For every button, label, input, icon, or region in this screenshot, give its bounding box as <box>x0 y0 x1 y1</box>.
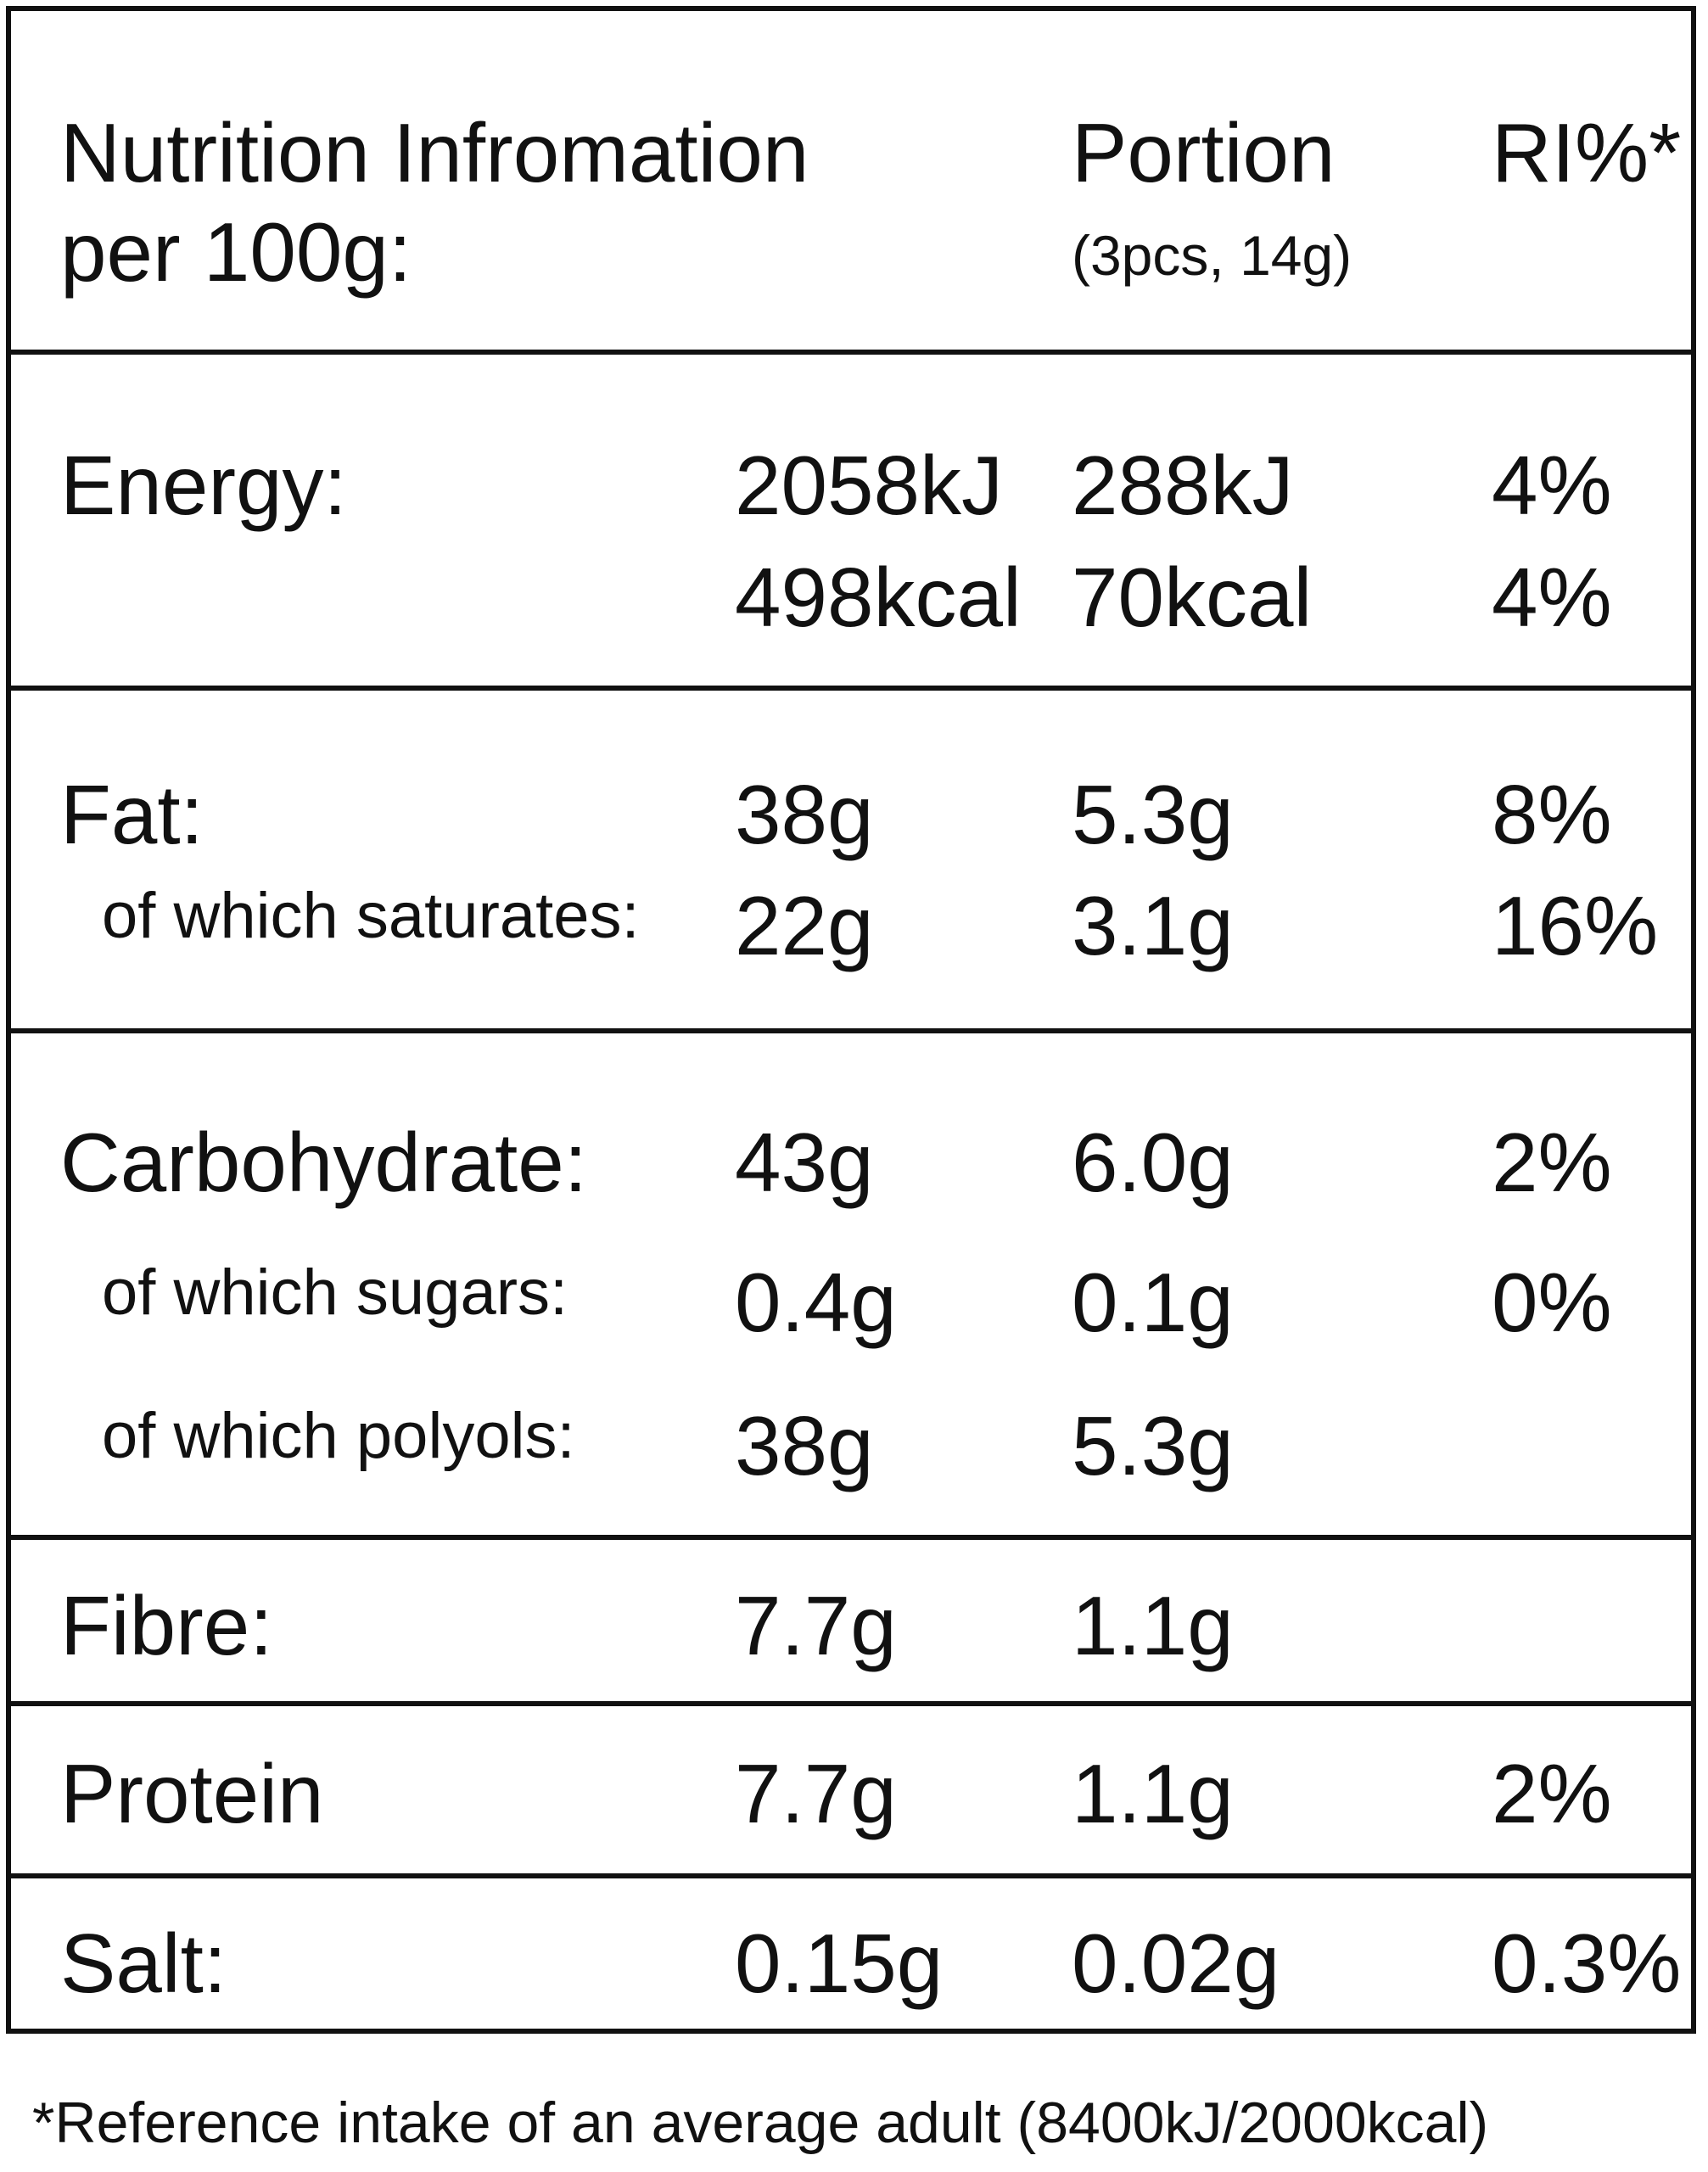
ri-header: RI%* <box>1492 106 1682 199</box>
sugars-portion: 0.1g <box>1072 1256 1234 1349</box>
fat-per100: 38g <box>735 768 874 861</box>
portion-detail: (3pcs, 14g) <box>1072 224 1352 287</box>
salt-portion: 0.02g <box>1072 1917 1280 2010</box>
portion-header: Portion <box>1072 106 1336 199</box>
fat-label: Fat: <box>60 768 204 861</box>
energy-section: Energy: 2058kJ 288kJ 4% 498kcal 70kcal 4… <box>11 355 1691 691</box>
carbohydrate-ri: 2% <box>1492 1116 1612 1209</box>
reference-intake-footnote: *Reference intake of an average adult (8… <box>32 2091 1489 2155</box>
energy-portion-kj: 288kJ <box>1072 439 1294 532</box>
carbohydrate-portion: 6.0g <box>1072 1116 1234 1209</box>
protein-ri: 2% <box>1492 1747 1612 1840</box>
saturates-per100: 22g <box>735 879 874 972</box>
fibre-portion: 1.1g <box>1072 1579 1234 1672</box>
carbohydrate-per100: 43g <box>735 1116 874 1209</box>
fat-ri: 8% <box>1492 768 1612 861</box>
salt-label: Salt: <box>60 1917 227 2010</box>
saturates-portion: 3.1g <box>1072 879 1234 972</box>
energy-portion-kcal: 70kcal <box>1072 551 1313 644</box>
protein-section: Protein 7.7g 1.1g 2% <box>11 1706 1691 1878</box>
protein-label: Protein <box>60 1747 324 1840</box>
energy-label: Energy: <box>60 439 347 532</box>
saturates-label: of which saturates: <box>102 880 640 952</box>
salt-ri: 0.3% <box>1492 1917 1682 2010</box>
protein-per100: 7.7g <box>735 1747 897 1840</box>
energy-ri-kcal: 4% <box>1492 551 1612 644</box>
fibre-label: Fibre: <box>60 1579 273 1672</box>
energy-per100-kj: 2058kJ <box>735 439 1004 532</box>
salt-section: Salt: 0.15g 0.02g 0.3% <box>11 1878 1691 2029</box>
sugars-ri: 0% <box>1492 1256 1612 1349</box>
fat-portion: 5.3g <box>1072 768 1234 861</box>
fat-section: Fat: 38g 5.3g 8% of which saturates: 22g… <box>11 691 1691 1033</box>
sugars-label: of which sugars: <box>102 1257 568 1329</box>
salt-per100: 0.15g <box>735 1917 944 2010</box>
header-section: Nutrition Infromation per 100g: Portion … <box>11 11 1691 355</box>
nutrition-table: Nutrition Infromation per 100g: Portion … <box>6 6 1696 2034</box>
sugars-per100: 0.4g <box>735 1256 897 1349</box>
energy-per100-kcal: 498kcal <box>735 551 1022 644</box>
carbohydrate-label: Carbohydrate: <box>60 1116 588 1209</box>
fibre-per100: 7.7g <box>735 1579 897 1672</box>
polyols-label: of which polyols: <box>102 1400 575 1472</box>
fibre-section: Fibre: 7.7g 1.1g <box>11 1540 1691 1706</box>
table-title-line1: Nutrition Infromation <box>60 106 809 199</box>
energy-ri-kj: 4% <box>1492 439 1612 532</box>
table-title-line2: per 100g: <box>60 205 412 299</box>
saturates-ri: 16% <box>1492 879 1659 972</box>
carbohydrate-section: Carbohydrate: 43g 6.0g 2% of which sugar… <box>11 1033 1691 1540</box>
polyols-portion: 5.3g <box>1072 1399 1234 1492</box>
polyols-per100: 38g <box>735 1399 874 1492</box>
protein-portion: 1.1g <box>1072 1747 1234 1840</box>
